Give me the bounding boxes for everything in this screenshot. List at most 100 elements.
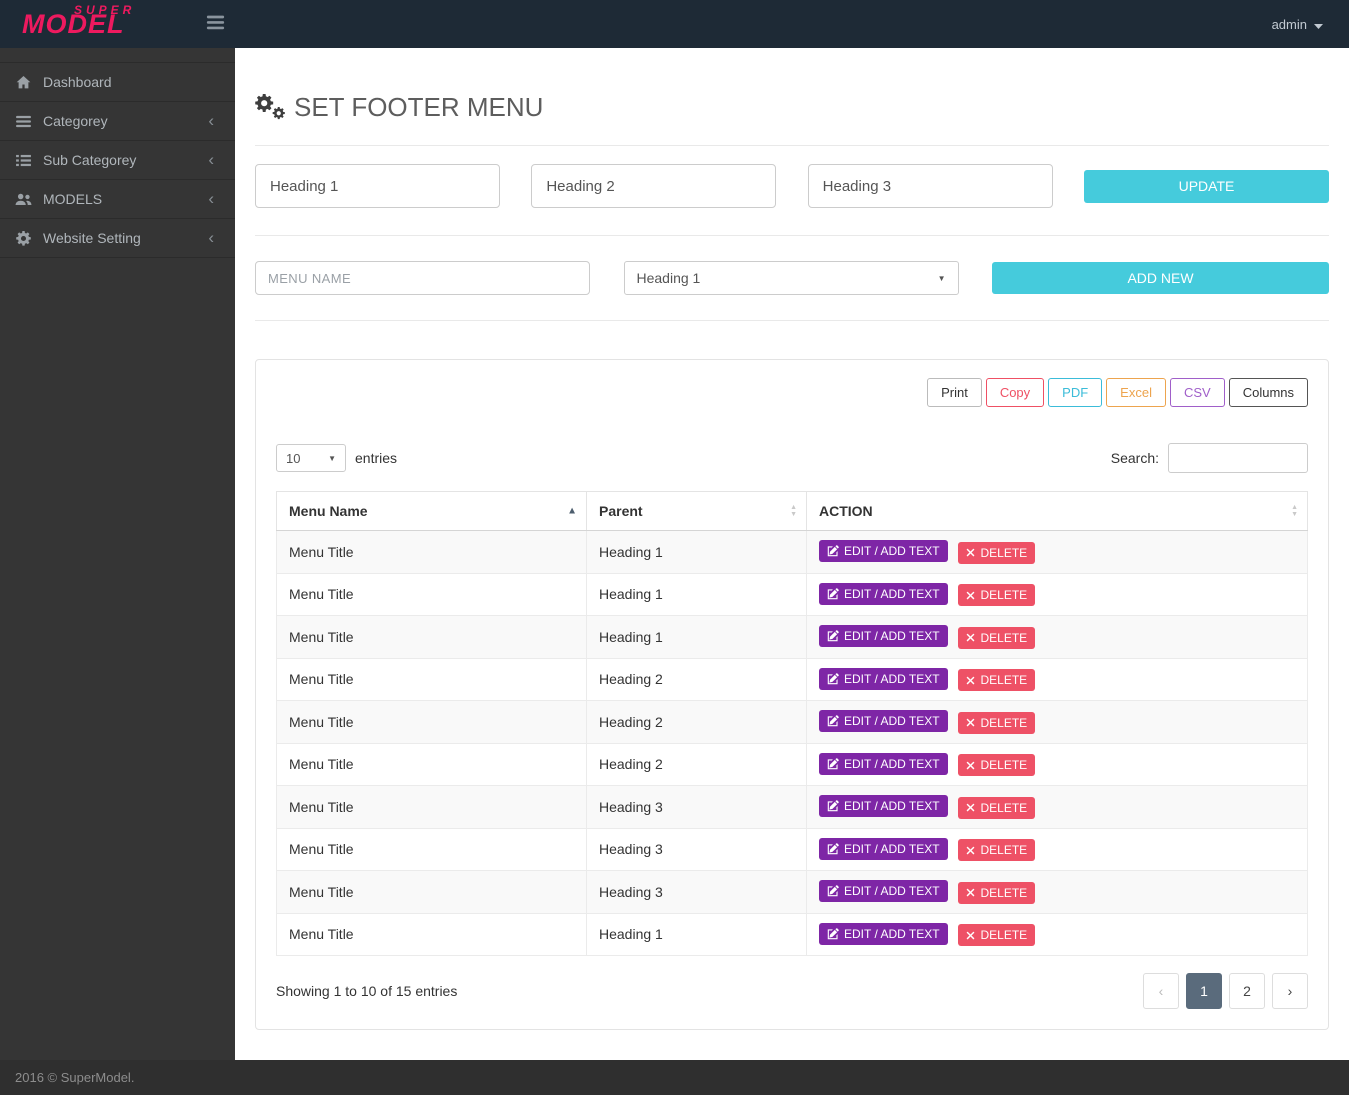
logo-super-text: SUPER	[74, 3, 136, 17]
column-label: ACTION	[819, 503, 873, 519]
menu-name-cell: Menu Title	[276, 742, 587, 786]
heading2-input[interactable]	[531, 164, 777, 208]
edit-icon	[827, 672, 839, 685]
add-new-button[interactable]: ADD NEW	[992, 262, 1329, 294]
chevron-left-icon: ‹	[208, 150, 214, 169]
sidebar-item-sub-categorey[interactable]: Sub Categorey ‹	[0, 141, 235, 180]
delete-button[interactable]: DELETE	[958, 711, 1036, 734]
sort-asc-icon: ▲	[567, 505, 577, 517]
delete-x-icon	[966, 803, 975, 812]
sidebar-item-label: Website Setting	[43, 230, 141, 246]
sidebar-item-website-setting[interactable]: Website Setting ‹	[0, 219, 235, 258]
delete-button[interactable]: DELETE	[958, 584, 1036, 606]
action-cell: EDIT / ADD TEXT DELETE	[806, 657, 1308, 701]
parent-select[interactable]: Heading 1 ▼	[623, 261, 959, 295]
copy-export-button[interactable]: Copy	[985, 378, 1045, 407]
edit-add-text-button[interactable]: EDIT / ADD TEXT	[819, 625, 948, 647]
edit-add-text-button[interactable]: EDIT / ADD TEXT	[819, 582, 948, 605]
parent-cell: Heading 3	[586, 785, 807, 829]
delete-button[interactable]: DELETE	[958, 669, 1036, 691]
topbar-right: admin	[1262, 13, 1333, 36]
edit-add-text-button[interactable]: EDIT / ADD TEXT	[819, 540, 948, 562]
action-cell: EDIT / ADD TEXT DELETE	[806, 700, 1308, 744]
app-logo[interactable]: SUPER MODEL	[16, 0, 184, 48]
search-input[interactable]	[1168, 443, 1308, 473]
parent-cell: Heading 3	[586, 827, 807, 871]
edit-add-text-button[interactable]: EDIT / ADD TEXT	[819, 880, 948, 902]
update-button[interactable]: UPDATE	[1083, 169, 1329, 203]
column-header-menu-name[interactable]: Menu Name ▲	[276, 491, 587, 531]
action-cell: EDIT / ADD TEXT DELETE	[806, 912, 1308, 956]
pdf-export-button[interactable]: PDF	[1048, 378, 1103, 407]
edit-add-text-button[interactable]: EDIT / ADD TEXT	[819, 795, 948, 817]
column-header-action[interactable]: ACTION ▲ ▼	[806, 491, 1308, 531]
edit-add-text-button[interactable]: EDIT / ADD TEXT	[819, 752, 948, 775]
user-name: admin	[1271, 16, 1307, 32]
menu-name-cell: Menu Title	[276, 785, 587, 829]
user-menu[interactable]: admin	[1262, 13, 1333, 36]
delete-button[interactable]: DELETE	[958, 839, 1036, 861]
menu-name-input[interactable]	[255, 261, 590, 295]
action-cell: EDIT / ADD TEXT DELETE	[806, 870, 1308, 914]
pagination-next-button[interactable]: ›	[1272, 973, 1308, 1009]
parent-cell: Heading 1	[586, 530, 807, 574]
edit-add-text-button[interactable]: EDIT / ADD TEXT	[819, 667, 948, 690]
delete-button[interactable]: DELETE	[958, 754, 1036, 776]
heading1-input[interactable]	[255, 164, 500, 208]
edit-icon	[827, 927, 839, 940]
table-row: Menu Title Heading 1 EDIT / ADD TEXT DEL…	[276, 615, 1308, 659]
csv-export-button[interactable]: CSV	[1169, 378, 1225, 407]
delete-button[interactable]: DELETE	[958, 796, 1036, 819]
users-icon	[15, 192, 32, 206]
edit-add-text-button[interactable]: EDIT / ADD TEXT	[819, 710, 948, 732]
edit-icon	[827, 587, 839, 600]
sort-icon: ▲ ▼	[790, 504, 797, 518]
parent-cell: Heading 3	[586, 870, 807, 914]
delete-button[interactable]: DELETE	[958, 881, 1036, 904]
menu-name-cell: Menu Title	[276, 700, 587, 744]
page-length-select[interactable]: 10 ▼	[276, 444, 346, 472]
sidebar-item-categorey[interactable]: Categorey ‹	[0, 102, 235, 141]
action-cell: EDIT / ADD TEXT DELETE	[806, 785, 1308, 829]
chevron-left-icon: ‹	[208, 228, 214, 247]
edit-add-text-button[interactable]: EDIT / ADD TEXT	[819, 837, 948, 860]
menu-name-cell: Menu Title	[276, 870, 587, 914]
table-panel: Print Copy PDF Excel CSV Columns 10 ▼ entries…	[255, 359, 1329, 1030]
pagination-page-1[interactable]: 1	[1186, 973, 1222, 1009]
columns-export-button[interactable]: Columns	[1228, 378, 1308, 407]
excel-export-button[interactable]: Excel	[1106, 378, 1166, 407]
page-title: SET FOOTER MENU	[255, 92, 1329, 123]
sidebar-toggle-button[interactable]	[198, 9, 233, 39]
topbar: SUPER MODEL admin	[0, 0, 1349, 48]
table-row: Menu Title Heading 3 EDIT / ADD TEXT DEL…	[276, 785, 1308, 829]
edit-add-text-button[interactable]: EDIT / ADD TEXT	[819, 922, 948, 945]
edit-icon	[827, 715, 839, 727]
table-row: Menu Title Heading 2 EDIT / ADD TEXT DEL…	[276, 700, 1308, 744]
parent-select-value: Heading 1	[636, 270, 701, 286]
chevron-left-icon: ‹	[208, 111, 214, 130]
delete-button[interactable]: DELETE	[958, 924, 1036, 946]
table-row: Menu Title Heading 2 EDIT / ADD TEXT DEL…	[276, 657, 1308, 701]
pagination-page-2[interactable]: 2	[1229, 973, 1265, 1009]
heading-form: UPDATE	[255, 164, 1329, 208]
delete-button[interactable]: DELETE	[958, 626, 1036, 649]
pagination-prev-button[interactable]: ‹	[1143, 973, 1179, 1009]
table-row: Menu Title Heading 1 EDIT / ADD TEXT DEL…	[276, 572, 1308, 616]
delete-button[interactable]: DELETE	[958, 541, 1036, 564]
sidebar-item-label: Dashboard	[43, 74, 112, 90]
gears-icon	[255, 94, 285, 121]
sidebar-item-models[interactable]: MODELS ‹	[0, 180, 235, 219]
divider	[255, 320, 1329, 321]
sidebar-item-label: Sub Categorey	[43, 152, 137, 168]
delete-x-icon	[966, 633, 975, 642]
table-row: Menu Title Heading 3 EDIT / ADD TEXT DEL…	[276, 870, 1308, 914]
parent-cell: Heading 2	[586, 657, 807, 701]
copyright-text: 2016 © SuperModel.	[15, 1070, 135, 1085]
table-row: Menu Title Heading 3 EDIT / ADD TEXT DEL…	[276, 827, 1308, 871]
heading3-input[interactable]	[807, 164, 1053, 208]
print-export-button[interactable]: Print	[927, 378, 982, 407]
edit-icon	[827, 545, 839, 557]
sidebar-item-dashboard[interactable]: Dashboard ‹	[0, 62, 235, 102]
app-footer: 2016 © SuperModel.	[0, 1060, 1349, 1095]
column-header-parent[interactable]: Parent ▲ ▼	[586, 491, 807, 531]
